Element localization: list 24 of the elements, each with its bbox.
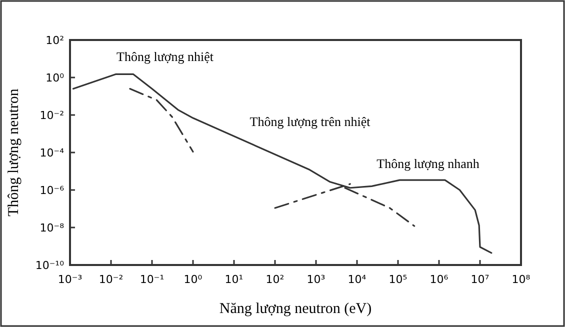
x-tick-label: 10⁷ xyxy=(470,273,490,286)
y-axis-title: Thông lượng neutron xyxy=(6,88,22,216)
y-tick-label: 10² xyxy=(46,34,64,47)
y-tick-label: 10⁻⁶ xyxy=(40,184,65,197)
x-tick-label: 10⁻² xyxy=(98,273,124,286)
x-tick-label: 10⁻³ xyxy=(58,273,82,286)
x-tick-label: 10¹ xyxy=(224,273,244,286)
y-tick-label: 10⁻⁴ xyxy=(40,146,65,160)
y-tick-label: 10⁰ xyxy=(46,72,65,84)
x-axis-title: Năng lượng neutron (eV) xyxy=(219,301,372,317)
y-tick-label: 10⁻¹⁰ xyxy=(35,259,65,272)
x-tick-label: 10² xyxy=(266,273,284,286)
x-tick-label: 10⁰ xyxy=(184,273,203,286)
x-tick-label: 10⁶ xyxy=(430,273,449,286)
y-tick-label: 10⁻² xyxy=(40,109,64,122)
x-tick-label: 10⁴ xyxy=(348,273,367,286)
x-tick-label: 10⁻¹ xyxy=(140,273,164,286)
x-tick-label: 10³ xyxy=(306,273,326,286)
annotation: Thông lượng nhanh xyxy=(376,156,480,171)
x-tick-label: 10⁸ xyxy=(512,273,531,286)
annotation: Thông lượng nhiệt xyxy=(116,49,214,64)
y-tick-label: 10⁻⁸ xyxy=(40,222,65,234)
x-tick-label: 10⁵ xyxy=(388,273,408,286)
annotation: Thông lượng trên nhiệt xyxy=(250,114,371,129)
